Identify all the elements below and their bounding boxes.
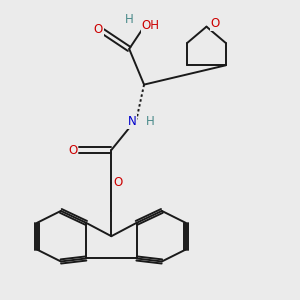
Text: O: O xyxy=(113,176,122,189)
Text: O: O xyxy=(211,17,220,30)
Text: O: O xyxy=(68,143,77,157)
Text: OH: OH xyxy=(142,19,160,32)
Text: H: H xyxy=(146,115,154,128)
Text: N: N xyxy=(128,115,136,128)
Text: O: O xyxy=(93,23,103,36)
Text: H: H xyxy=(125,13,134,26)
